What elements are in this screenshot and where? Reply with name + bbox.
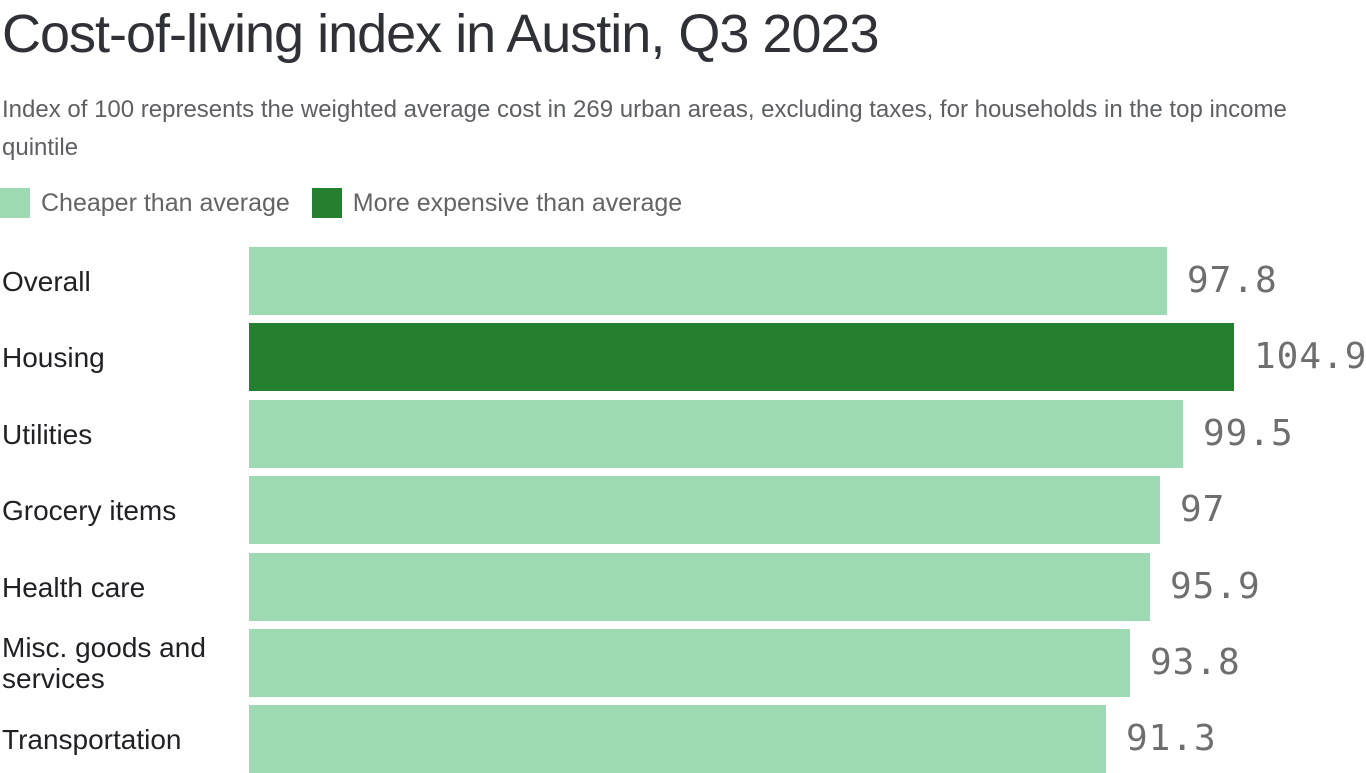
bar	[249, 629, 1130, 697]
legend-item-expensive: More expensive than average	[311, 188, 683, 218]
bar	[249, 553, 1150, 621]
bar-category-label: Grocery items	[2, 494, 177, 526]
bar-row: Misc. goods and services 93.8	[0, 629, 1366, 697]
page-subtitle: Index of 100 represents the weighted ave…	[2, 96, 1287, 161]
bar-category-label: Housing	[2, 341, 105, 373]
bar	[249, 400, 1183, 468]
bar-value-label: 99.5	[1203, 413, 1294, 454]
bar-row: Overall 97.8	[0, 247, 1366, 315]
page-title: Cost-of-living index in Austin, Q3 2023	[2, 4, 879, 64]
bar-value-label: 95.9	[1170, 566, 1261, 607]
bar-category-label: Transportation	[2, 723, 182, 755]
legend-label-cheaper: Cheaper than average	[41, 188, 290, 217]
cheaper-swatch-icon	[0, 188, 30, 218]
bar-value-label: 91.3	[1126, 718, 1217, 759]
chart: Overall 97.8 Housing 104.9 Utilities 99.…	[0, 247, 1366, 773]
bar	[249, 705, 1106, 773]
bar-value-label: 93.8	[1150, 642, 1241, 683]
legend-item-cheaper: Cheaper than average	[0, 188, 290, 218]
legend-label-expensive: More expensive than average	[352, 188, 683, 217]
bar-value-label: 97	[1180, 489, 1226, 530]
bar-row: Grocery items 97	[0, 476, 1366, 544]
bar-category-label: Overall	[2, 265, 91, 297]
bar	[249, 476, 1160, 544]
bar-value-label: 97.8	[1187, 260, 1278, 301]
bar-value-label: 104.9	[1254, 336, 1366, 377]
expensive-swatch-icon	[311, 188, 342, 218]
bar-category-label: Health care	[2, 571, 146, 603]
bar	[249, 323, 1234, 391]
bar-row: Utilities 99.5	[0, 400, 1366, 468]
bar	[249, 247, 1167, 315]
bar-row: Health care 95.9	[0, 553, 1366, 621]
bar-category-label: Utilities	[2, 418, 93, 450]
bar-row: Transportation 91.3	[0, 705, 1366, 773]
bar-row: Housing 104.9	[0, 323, 1366, 391]
legend: Cheaper than average More expensive than…	[0, 188, 682, 218]
bar-category-label: Misc. goods and services	[2, 632, 206, 694]
